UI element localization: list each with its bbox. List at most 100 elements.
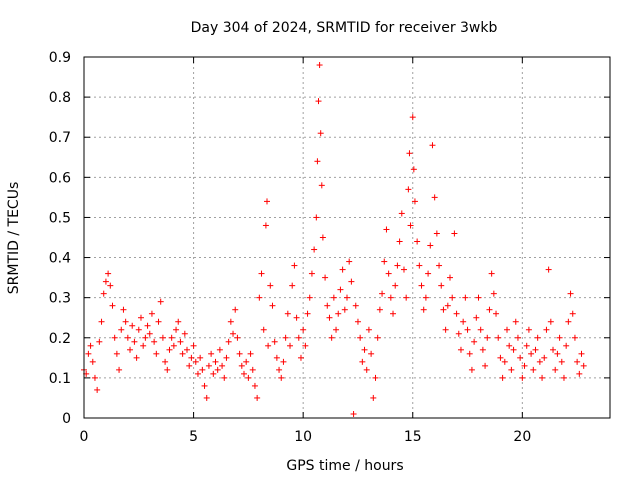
data-point: [311, 246, 318, 253]
data-point: [205, 362, 212, 369]
data-point: [523, 342, 530, 349]
data-point: [192, 358, 199, 365]
data-point: [100, 290, 107, 297]
data-point: [243, 358, 250, 365]
data-point: [525, 326, 532, 333]
data-point: [166, 346, 173, 353]
data-point: [418, 282, 425, 289]
data-point: [116, 366, 123, 373]
data-point: [427, 242, 434, 249]
data-point: [517, 354, 524, 361]
y-tick-label: 0.1: [49, 371, 71, 387]
data-point: [197, 354, 204, 361]
data-point: [550, 346, 557, 353]
data-point: [431, 194, 438, 201]
data-point: [495, 334, 502, 341]
data-point: [162, 358, 169, 365]
data-point: [473, 314, 480, 321]
data-point: [175, 318, 182, 325]
data-point: [447, 274, 454, 281]
y-tick-label: 0.3: [49, 291, 71, 307]
data-point: [410, 166, 417, 173]
data-point: [381, 258, 388, 265]
data-point: [225, 338, 232, 345]
data-point: [563, 342, 570, 349]
data-point: [140, 342, 147, 349]
y-tick-label: 0.9: [49, 50, 71, 66]
data-point: [159, 334, 166, 341]
data-point: [249, 366, 256, 373]
data-point: [315, 98, 322, 105]
data-point: [89, 358, 96, 365]
x-tick-label: 20: [513, 429, 531, 445]
x-tick-label: 15: [404, 429, 422, 445]
data-point: [361, 346, 368, 353]
data-point: [317, 130, 324, 137]
data-point: [398, 210, 405, 217]
data-point: [219, 362, 226, 369]
data-point: [394, 262, 401, 269]
data-point: [212, 358, 219, 365]
data-point: [164, 366, 171, 373]
data-point: [556, 334, 563, 341]
data-point: [240, 370, 247, 377]
axis-ticks: 0 0.1 0.2 0.3 0.4 0.5 0.6 0.7 0.8 0.9 0 5 10 15 20: [49, 50, 610, 445]
data-point: [300, 326, 307, 333]
data-point: [468, 366, 475, 373]
data-point: [247, 350, 254, 357]
data-point: [449, 294, 456, 301]
data-point: [87, 342, 94, 349]
data-point: [96, 338, 103, 345]
data-point: [543, 326, 550, 333]
data-point: [414, 238, 421, 245]
data-point: [324, 302, 331, 309]
data-point: [493, 310, 500, 317]
y-tick-label: 0.5: [49, 210, 71, 226]
data-point: [387, 294, 394, 301]
data-point: [409, 114, 416, 121]
data-point: [127, 346, 134, 353]
data-point: [91, 374, 98, 381]
data-point: [405, 186, 412, 193]
data-point: [565, 318, 572, 325]
data-point: [552, 366, 559, 373]
data-point: [188, 354, 195, 361]
data-point: [484, 334, 491, 341]
plot-frame: [83, 56, 611, 419]
data-point: [580, 362, 587, 369]
data-point: [170, 342, 177, 349]
data-point: [236, 350, 243, 357]
data-point: [396, 238, 403, 245]
data-point: [385, 270, 392, 277]
data-point: [372, 374, 379, 381]
data-point: [284, 310, 291, 317]
data-point: [319, 234, 326, 241]
data-point: [107, 282, 114, 289]
data-point: [438, 282, 445, 289]
data-point: [490, 290, 497, 297]
data-point: [344, 294, 350, 301]
data-point: [295, 334, 302, 341]
data-point: [109, 302, 116, 309]
data-point: [85, 350, 92, 357]
data-point: [479, 346, 486, 353]
data-point: [455, 330, 462, 337]
data-point: [519, 374, 526, 381]
data-point: [168, 334, 175, 341]
data-point: [348, 278, 355, 285]
data-point: [157, 298, 164, 305]
data-point: [442, 326, 449, 333]
data-point: [144, 322, 151, 329]
data-point: [576, 370, 583, 377]
data-point: [232, 306, 239, 313]
data-point: [287, 342, 294, 349]
data-point: [304, 310, 311, 317]
data-point: [466, 350, 473, 357]
data-point: [514, 334, 521, 341]
data-point: [482, 362, 489, 369]
data-point: [210, 370, 217, 377]
data-point: [497, 354, 504, 361]
data-point: [146, 330, 153, 337]
data-point: [379, 290, 386, 297]
data-points: [81, 62, 587, 417]
